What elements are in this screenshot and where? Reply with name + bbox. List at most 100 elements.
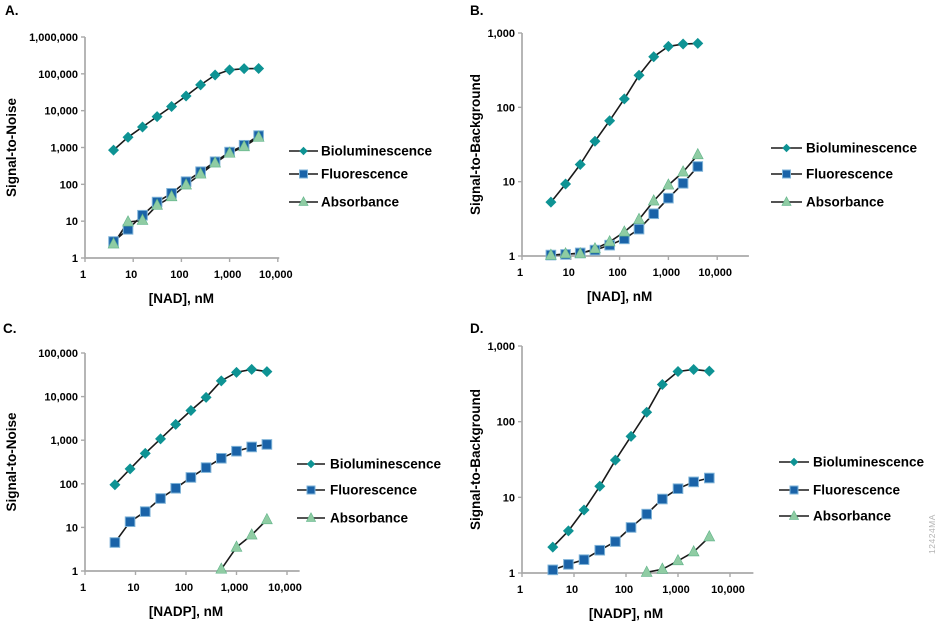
data-point-bioluminescence [261,366,273,378]
y-tick-label: 10 [503,492,515,504]
data-point-bioluminescence [155,433,167,445]
data-point-fluorescence [594,544,606,556]
data-point-absorbance [545,248,557,260]
panel-letter: B. [470,3,484,18]
triangle-legend-icon [305,512,317,522]
square-legend-icon [306,485,316,495]
x-axis-title: [NADP], nM [149,604,223,619]
data-point-absorbance [252,130,265,142]
data-point-absorbance [618,225,631,237]
panel-c-chart: C. 1 10 100 1,000 10,000 100,000 1 10 100 1,000 10,… [3,321,442,619]
panel-letter: A. [5,3,19,18]
y-axis-title: Signal-to-Background [469,389,483,530]
data-point-bioluminescence [238,63,250,75]
y-axis-title: Signal-to-Noise [4,98,19,197]
y-tick-label: 100 [497,102,515,114]
data-point-absorbance [656,562,669,574]
data-point-bioluminescence [185,404,197,416]
data-point-bioluminescence [195,79,207,91]
y-tick-label: 1 [509,251,515,263]
data-point-bioluminescence [692,37,704,49]
square-legend-icon [782,169,791,179]
data-point-fluorescence [677,178,689,189]
legend-label-fluorescence: Fluorescence [321,167,409,182]
data-point-absorbance [136,213,149,225]
data-point-absorbance [230,540,243,552]
x-tick-label: 1 [517,267,523,279]
legend-label-absorbance: Absorbance [330,511,409,526]
y-axis-title: Signal-to-Noise [4,412,19,511]
data-point-absorbance [165,189,178,202]
data-point-bioluminescence [604,115,616,127]
y-tick-label: 100 [497,417,515,429]
legend-label-bioluminescence: Bioluminescence [321,144,433,159]
data-point-bioluminescence [562,525,574,537]
data-point-fluorescence [246,441,258,453]
y-tick-label: 1,000 [487,341,515,353]
data-point-bioluminescence [200,391,212,403]
x-tick-label: 10,000 [259,269,293,281]
data-point-absorbance [574,246,587,259]
legend-label-bioluminescence: Bioluminescence [813,455,925,470]
y-tick-label: 100,000 [38,69,78,81]
x-tick-label: 10 [566,584,578,596]
data-point-fluorescence [633,223,645,235]
series-line-absorbance [112,136,260,245]
data-point-absorbance [180,178,192,190]
data-point-fluorescence [170,482,181,494]
data-point-absorbance [223,146,236,158]
data-point-fluorescence [155,493,166,504]
data-point-bioluminescence [662,40,674,52]
data-point-fluorescence [641,508,652,520]
data-point-fluorescence [109,537,121,548]
panel-d-chart: D. 1 10 100 1,000 1 10 100 1,000 10,000 [NADP], nM… [469,321,925,621]
data-point-bioluminescence [166,100,178,112]
x-tick-label: 100 [170,269,188,281]
data-point-bioluminescence [224,64,236,76]
data-point-fluorescence [139,506,151,517]
data-point-absorbance [687,545,700,557]
data-point-absorbance [238,139,251,152]
x-axis-title: [NAD], nM [587,289,652,304]
y-tick-label: 1 [72,253,78,265]
data-point-bioluminescence [253,62,265,74]
diamond-legend-icon [299,146,308,156]
y-tick-label: 1,000 [50,143,78,155]
data-point-fluorescence [200,462,212,473]
data-point-absorbance [107,237,120,249]
data-point-fluorescence [231,445,242,457]
data-point-absorbance [672,553,684,566]
square-legend-icon [299,169,308,179]
data-point-fluorescence [124,516,136,528]
legend-label-fluorescence: Fluorescence [806,167,894,182]
legend-label-absorbance: Absorbance [321,195,400,210]
x-tick-label: 10 [127,582,139,594]
data-point-bioluminescence [609,454,621,466]
data-point-fluorescence [215,452,227,464]
data-point-absorbance [122,215,134,227]
x-tick-label: 10,000 [711,584,745,596]
y-tick-label: 1 [72,566,78,578]
x-tick-label: 10,000 [698,267,732,279]
data-point-absorbance [151,198,163,210]
y-tick-label: 1,000 [487,28,515,40]
y-tick-label: 1,000,000 [29,32,78,44]
series-line-fluorescence [114,443,268,543]
data-point-fluorescence [185,472,197,483]
x-tick-label: 1 [80,269,86,281]
data-point-bioluminescence [108,144,120,156]
data-point-bioluminescence [677,38,689,50]
data-point-absorbance [703,530,716,542]
data-point-bioluminescence [545,196,557,208]
watermark-text: 12424MA [927,514,937,554]
x-tick-label: 10,000 [268,582,302,594]
data-point-fluorescence [663,192,674,204]
data-point-absorbance [215,562,228,574]
x-tick-label: 1,000 [662,584,690,596]
data-point-bioluminescence [124,463,136,475]
x-tick-label: 100 [615,584,633,596]
data-point-absorbance [640,565,653,577]
data-point-bioluminescence [618,93,630,105]
triangle-legend-icon [298,196,309,206]
